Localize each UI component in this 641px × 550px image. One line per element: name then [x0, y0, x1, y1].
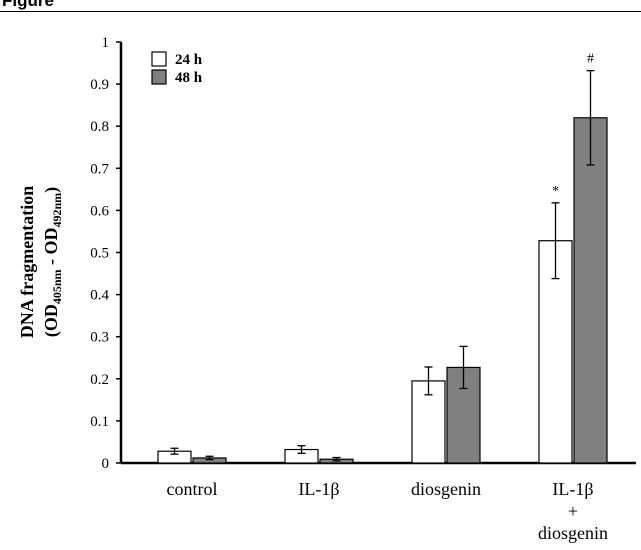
- category-label: IL-1β: [298, 479, 339, 499]
- bar: [573, 117, 608, 464]
- y-tick-label: 0.4: [90, 288, 109, 304]
- y-axis-label-part: 405nm: [50, 269, 64, 304]
- y-axis-label-line2: (OD405nm - OD492nm): [41, 187, 64, 337]
- bars: *#: [157, 52, 608, 464]
- legend-swatch: [151, 51, 167, 67]
- y-tick-label: 1: [102, 35, 110, 51]
- y-tick-label: 0.6: [90, 203, 109, 219]
- significance-mark: *: [552, 184, 559, 199]
- category-label: IL-1β + diosgenin: [538, 479, 608, 543]
- y-tick-label: 0.9: [90, 77, 109, 93]
- y-tick-label: 0.5: [90, 246, 109, 262]
- category-label-line: IL-1β: [552, 479, 593, 499]
- significance-mark: #: [587, 52, 594, 67]
- category-label-line: control: [167, 479, 218, 499]
- legend-label: 48 h: [175, 70, 203, 86]
- legend-swatch: [151, 69, 167, 85]
- y-tick-label: 0: [102, 456, 110, 472]
- category-label-line: diosgenin: [411, 479, 481, 499]
- y-axis-label-part: (OD: [41, 304, 62, 337]
- y-axis-label-line1: DNA fragmentation: [17, 186, 37, 338]
- y-tick-label: 0.7: [90, 161, 109, 177]
- figure-label: Figure: [2, 0, 54, 10]
- bar: [446, 366, 481, 464]
- category-label-line: IL-1β: [298, 479, 339, 499]
- legend-label: 24 h: [175, 52, 203, 68]
- y-axis-label-part: - OD: [41, 228, 61, 270]
- y-tick-label: 0.3: [90, 330, 109, 346]
- y-axis-label-part: ): [41, 187, 62, 193]
- category-labels: control IL-1β diosgenin IL-1β + diosgenin: [167, 479, 609, 543]
- y-axis-label-part: 492nm: [50, 193, 64, 228]
- category-label: diosgenin: [411, 479, 481, 499]
- category-label-line: diosgenin: [538, 523, 608, 543]
- category-label: control: [167, 479, 218, 499]
- category-label-line: +: [568, 501, 578, 521]
- y-tick-label: 0.2: [90, 372, 109, 388]
- legend: 24 h 48 h: [151, 51, 203, 86]
- top-rule: [0, 11, 641, 12]
- y-tick-label: 0.8: [90, 119, 109, 135]
- y-tick-label: 0.1: [90, 414, 109, 430]
- y-axis: 0 0.1 0.2 0.3 0.4 0.5 0.6 0.7 0.8 0.9 1: [90, 35, 636, 472]
